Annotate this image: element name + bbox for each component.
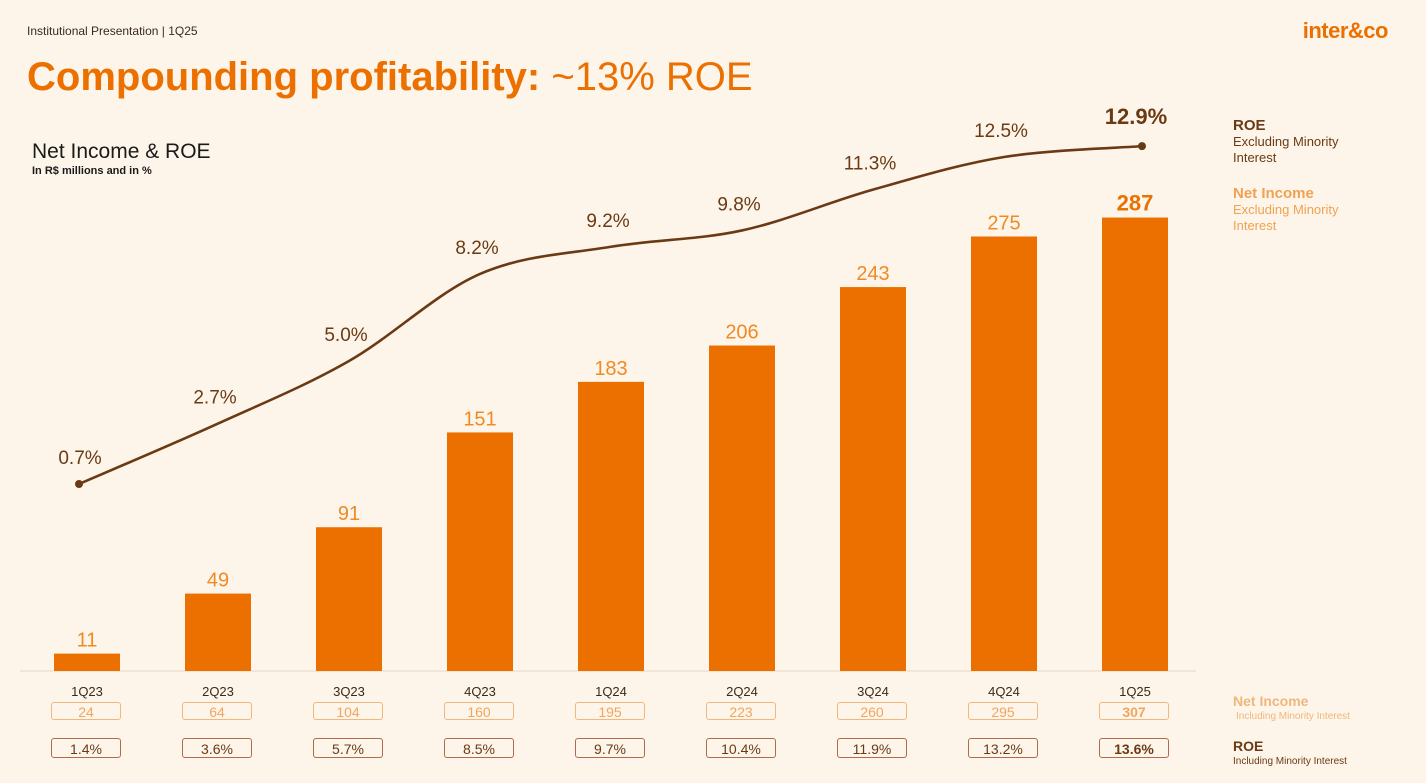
net-income-incl-1Q23: 24 (51, 702, 121, 720)
roe-line (78, 144, 1143, 486)
net-income-incl-3Q23: 104 (313, 702, 383, 720)
bar-label-2Q24: 206 (725, 322, 758, 344)
row-label-roe-subtitle: Including Minority Interest (1233, 756, 1347, 767)
bar-label-1Q25: 287 (1117, 191, 1154, 216)
roe-label-2Q23: 2.7% (193, 388, 236, 409)
roe-label-1Q24: 9.2% (586, 211, 629, 232)
x-tick-1Q24: 1Q24 (595, 684, 627, 699)
roe-incl-1Q24: 9.7% (575, 738, 645, 758)
roe-label-1Q25: 12.9% (1105, 104, 1167, 129)
x-tick-4Q24: 4Q24 (988, 684, 1020, 699)
bar-2Q24 (709, 345, 775, 671)
legend-net-income-subtitle: Excluding Minority Interest (1233, 202, 1339, 233)
legend-roe: ROE Excluding Minority Interest (1233, 118, 1383, 166)
x-tick-1Q25: 1Q25 (1119, 684, 1151, 699)
bar-label-4Q23: 151 (463, 408, 496, 430)
roe-label-1Q23: 0.7% (58, 448, 101, 469)
net-income-incl-4Q24: 295 (968, 702, 1038, 720)
x-tick-2Q23: 2Q23 (202, 684, 234, 699)
roe-incl-3Q24: 11.9% (837, 738, 907, 758)
bar-label-2Q23: 49 (207, 570, 229, 592)
roe-point-1Q25 (1138, 142, 1146, 151)
roe-incl-1Q23: 1.4% (51, 738, 121, 758)
chart-subtitle: In R$ millions and in % (32, 165, 152, 177)
net-income-incl-3Q24: 260 (837, 702, 907, 720)
bar-label-4Q24: 275 (987, 213, 1020, 235)
bar-label-3Q24: 243 (856, 263, 889, 285)
page-title-bold: Compounding profitability: (27, 55, 541, 99)
page-title: Compounding profitability: ~13% ROE (27, 55, 753, 100)
row-label-roe: ROE Including Minority Interest (1233, 738, 1347, 767)
legend-net-income: Net Income Excluding Minority Interest (1233, 186, 1383, 234)
roe-incl-3Q23: 5.7% (313, 738, 383, 758)
bar-1Q24 (578, 381, 644, 671)
row-label-net-income-title: Net Income (1233, 693, 1309, 709)
row-label-roe-title: ROE (1233, 738, 1264, 754)
roe-label-4Q23: 8.2% (455, 238, 498, 259)
net-income-incl-1Q24: 195 (575, 702, 645, 720)
roe-incl-4Q23: 8.5% (444, 738, 514, 758)
bar-1Q23 (54, 653, 120, 671)
net-income-incl-1Q25: 307 (1099, 702, 1169, 720)
x-tick-3Q23: 3Q23 (333, 684, 365, 699)
net-income-incl-2Q24: 223 (706, 702, 776, 720)
roe-label-2Q24: 9.8% (717, 194, 760, 215)
inter-co-logo: inter&co (1302, 18, 1389, 43)
bar-1Q25 (1102, 217, 1168, 672)
bar-label-3Q23: 91 (338, 503, 360, 525)
x-tick-4Q23: 4Q23 (464, 684, 496, 699)
page-title-light: ~13% ROE (551, 55, 753, 99)
bar-label-1Q23: 11 (77, 630, 98, 652)
bar-2Q23 (185, 593, 251, 671)
roe-label-4Q24: 12.5% (974, 121, 1028, 142)
net-income-incl-4Q23: 160 (444, 702, 514, 720)
x-tick-2Q24: 2Q24 (726, 684, 758, 699)
row-label-net-income: Net Income Including Minority Interest (1233, 693, 1350, 722)
bar-3Q24 (840, 287, 906, 671)
roe-incl-2Q23: 3.6% (182, 738, 252, 758)
bar-4Q23 (447, 432, 513, 671)
roe-incl-4Q24: 13.2% (968, 738, 1038, 758)
roe-label-3Q23: 5.0% (324, 325, 367, 346)
roe-point-1Q23 (75, 480, 83, 488)
roe-label-3Q24: 11.3% (844, 154, 897, 175)
roe-incl-2Q24: 10.4% (706, 738, 776, 758)
bar-label-1Q24: 183 (594, 358, 627, 380)
bar-3Q23 (316, 527, 382, 671)
net-income-incl-2Q23: 64 (182, 702, 252, 720)
legend-net-income-title: Net Income (1233, 185, 1314, 202)
row-label-net-income-subtitle: Including Minority Interest (1236, 711, 1350, 722)
chart-title: Net Income & ROE (32, 140, 211, 163)
x-tick-1Q23: 1Q23 (71, 684, 103, 699)
bar-4Q24 (971, 236, 1037, 671)
x-tick-3Q24: 3Q24 (857, 684, 889, 699)
legend-roe-title: ROE (1233, 117, 1266, 134)
legend-roe-subtitle: Excluding Minority Interest (1233, 134, 1339, 165)
presentation-header: Institutional Presentation | 1Q25 (27, 24, 198, 38)
roe-incl-1Q25: 13.6% (1099, 738, 1169, 758)
